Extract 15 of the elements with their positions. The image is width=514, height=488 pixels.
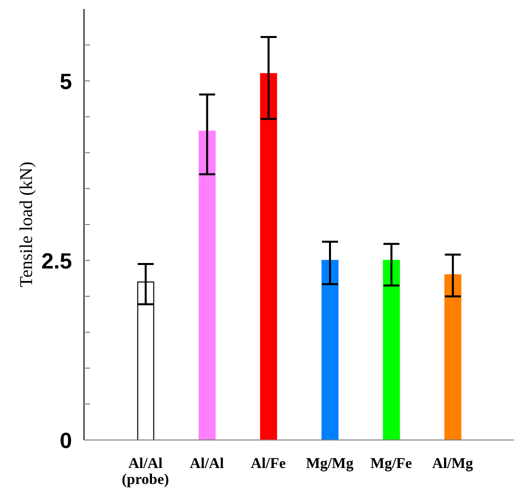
bar <box>260 73 278 440</box>
x-tick-label: Mg/Mg <box>306 456 354 472</box>
x-tick-label: Al/Mg <box>432 456 474 472</box>
x-tick-label: Al/Fe <box>250 456 286 472</box>
y-tick-label: 0 <box>60 428 72 453</box>
y-axis-title: Tensile load (kN) <box>16 162 36 288</box>
x-tick-label: Al/Al (probe) <box>122 456 170 488</box>
x-tick-label: Al/Al <box>190 456 224 472</box>
y-tick-label: 2.5 <box>41 248 72 274</box>
y-tick-label: 5 <box>60 68 72 94</box>
x-tick-label: Mg/Fe <box>370 456 412 472</box>
bar <box>444 274 462 440</box>
bar <box>382 260 400 440</box>
bar <box>198 130 216 440</box>
bar <box>322 260 338 440</box>
